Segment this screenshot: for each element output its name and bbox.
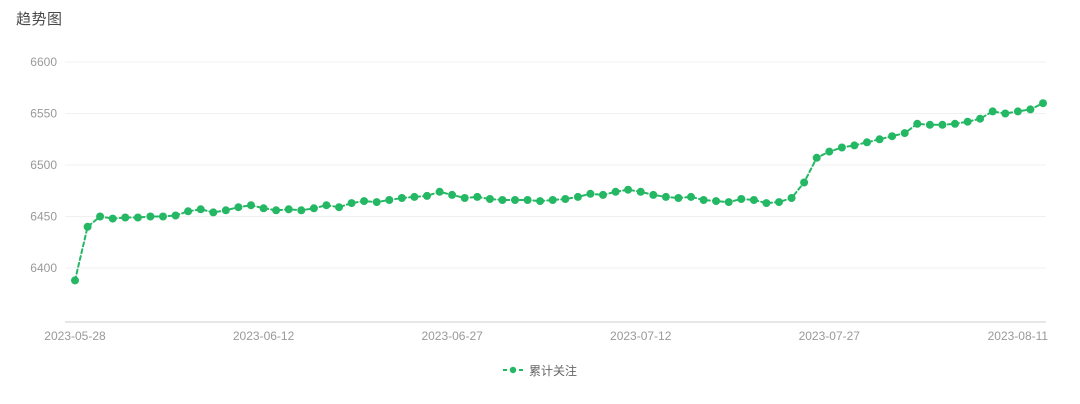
- data-point[interactable]: [523, 196, 532, 204]
- data-point[interactable]: [71, 276, 79, 285]
- data-point[interactable]: [460, 194, 469, 202]
- data-point[interactable]: [448, 190, 457, 199]
- data-point[interactable]: [397, 194, 406, 202]
- series-marker-icon: [502, 366, 523, 374]
- data-point[interactable]: [322, 201, 331, 210]
- data-point[interactable]: [171, 211, 180, 220]
- x-axis-tick-label: 2023-05-28: [44, 329, 106, 343]
- legend-item[interactable]: 累计关注: [0, 360, 1080, 380]
- data-point[interactable]: [737, 195, 746, 203]
- data-point[interactable]: [938, 120, 947, 129]
- data-point[interactable]: [385, 196, 394, 204]
- data-point[interactable]: [963, 117, 972, 126]
- data-point[interactable]: [988, 107, 997, 116]
- data-point[interactable]: [234, 203, 243, 212]
- data-point[interactable]: [976, 114, 985, 123]
- x-axis-tick-label: 2023-08-11: [988, 329, 1049, 343]
- data-point[interactable]: [473, 192, 482, 201]
- data-point[interactable]: [888, 132, 897, 141]
- data-point[interactable]: [335, 203, 343, 212]
- data-point[interactable]: [775, 198, 783, 207]
- y-axis-tick-label: 6550: [30, 107, 57, 121]
- x-axis-tick-label: 2023-07-27: [799, 329, 861, 343]
- trend-line-chart: 6400 6450 6500 6550 6600 2023-05-28 2023-06-12…: [30, 55, 1049, 343]
- data-point[interactable]: [1026, 105, 1035, 114]
- data-point[interactable]: [96, 212, 105, 221]
- data-point[interactable]: [825, 147, 834, 156]
- data-point[interactable]: [121, 213, 130, 222]
- x-axis-tick-label: 2023-07-12: [610, 329, 672, 343]
- data-point[interactable]: [259, 204, 268, 213]
- page-title: 趋势图: [16, 11, 63, 28]
- data-point[interactable]: [247, 201, 255, 210]
- data-point[interactable]: [372, 198, 381, 207]
- data-point[interactable]: [536, 197, 545, 206]
- data-point[interactable]: [749, 196, 758, 204]
- data-point[interactable]: [812, 153, 821, 162]
- data-point[interactable]: [1039, 99, 1047, 108]
- data-point[interactable]: [674, 194, 683, 202]
- data-point[interactable]: [900, 129, 909, 138]
- data-point[interactable]: [724, 198, 733, 207]
- data-point[interactable]: [108, 214, 117, 223]
- data-point[interactable]: [548, 196, 557, 204]
- data-point[interactable]: [925, 120, 934, 129]
- data-point[interactable]: [611, 187, 620, 196]
- data-point[interactable]: [435, 187, 444, 196]
- data-point[interactable]: [511, 196, 519, 204]
- data-point[interactable]: [297, 206, 306, 215]
- data-point[interactable]: [762, 199, 771, 208]
- data-point[interactable]: [485, 195, 494, 203]
- data-point[interactable]: [284, 205, 293, 214]
- data-point[interactable]: [209, 208, 218, 217]
- data-point[interactable]: [573, 192, 582, 201]
- data-point[interactable]: [146, 212, 155, 221]
- data-point[interactable]: [83, 222, 92, 231]
- y-axis-tick-label: 6600: [30, 55, 57, 69]
- data-point[interactable]: [159, 212, 167, 221]
- data-point[interactable]: [133, 213, 142, 222]
- data-point[interactable]: [1001, 109, 1010, 118]
- data-point[interactable]: [913, 119, 922, 128]
- data-point[interactable]: [875, 135, 884, 144]
- data-point[interactable]: [221, 206, 230, 215]
- y-axis-tick-label: 6500: [30, 158, 57, 172]
- data-point[interactable]: [423, 191, 431, 200]
- data-point[interactable]: [837, 143, 846, 152]
- data-point[interactable]: [699, 196, 708, 204]
- data-point[interactable]: [196, 205, 205, 214]
- x-axis-tick-label: 2023-06-12: [233, 329, 295, 343]
- y-axis-tick-label: 6400: [30, 261, 57, 275]
- data-point[interactable]: [586, 189, 595, 198]
- data-point[interactable]: [272, 206, 281, 215]
- data-point[interactable]: [309, 204, 318, 213]
- data-point[interactable]: [687, 192, 695, 201]
- data-point[interactable]: [347, 199, 356, 208]
- data-point[interactable]: [561, 195, 570, 203]
- data-point[interactable]: [599, 190, 607, 199]
- data-point[interactable]: [649, 190, 658, 199]
- y-axis-tick-label: 6450: [30, 210, 57, 224]
- data-point[interactable]: [712, 197, 721, 206]
- data-point[interactable]: [410, 192, 419, 201]
- data-point[interactable]: [624, 185, 633, 194]
- legend-label: 累计关注: [528, 363, 577, 378]
- data-point[interactable]: [184, 207, 193, 216]
- data-point[interactable]: [787, 194, 796, 202]
- data-point[interactable]: [850, 141, 859, 150]
- data-point[interactable]: [498, 196, 507, 204]
- data-point[interactable]: [661, 192, 670, 201]
- data-point[interactable]: [863, 138, 871, 147]
- data-point[interactable]: [800, 178, 809, 187]
- data-point[interactable]: [360, 197, 369, 206]
- data-point[interactable]: [636, 187, 645, 196]
- x-axis-tick-label: 2023-06-27: [421, 329, 483, 343]
- data-point[interactable]: [951, 119, 959, 128]
- series-line: [74, 102, 1044, 282]
- data-point[interactable]: [1013, 107, 1022, 116]
